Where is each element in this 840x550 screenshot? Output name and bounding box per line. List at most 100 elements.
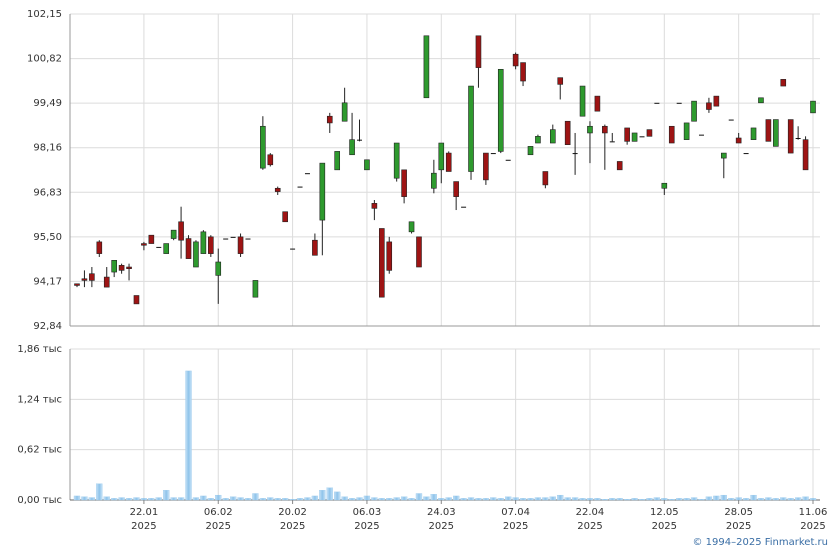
x-tick-label: 22.01 2025 — [130, 507, 159, 532]
volume-bar — [155, 497, 162, 501]
volume-bar — [683, 498, 690, 501]
y-tick-label: 100,82 — [27, 54, 62, 65]
volume-bar — [348, 498, 356, 501]
y-tick-label: 1,24 тыс — [17, 394, 62, 405]
volume-bar — [564, 497, 571, 501]
volume-bar — [757, 498, 765, 501]
volume-bar — [534, 497, 542, 501]
volume-bar — [631, 498, 638, 501]
volume-bar — [111, 498, 118, 501]
candle-body — [683, 122, 690, 140]
volume-bar — [646, 498, 653, 501]
candle-body — [215, 261, 222, 276]
volume-bar — [668, 499, 675, 501]
volume-bar — [200, 495, 207, 501]
y-tick-label: 102,15 — [27, 9, 62, 20]
candle-body — [698, 134, 704, 136]
volume-bar — [676, 498, 683, 501]
volume-bar — [170, 497, 177, 501]
volume-bar — [408, 498, 415, 501]
volume-bar — [467, 497, 475, 501]
candle-body — [609, 141, 615, 143]
candle-body — [497, 68, 504, 152]
candle-body — [230, 236, 236, 238]
candle-body — [512, 53, 519, 67]
volume-bar — [163, 490, 170, 501]
x-tick-label: 07.04 2025 — [501, 507, 530, 532]
volume-bar — [787, 498, 794, 501]
volume-bar — [415, 493, 423, 501]
volume-bar — [519, 498, 527, 501]
candle-body — [326, 115, 333, 124]
volume-bar — [750, 494, 757, 501]
candle-body — [245, 238, 251, 240]
volume-bar — [118, 497, 125, 501]
candle-body — [535, 136, 541, 144]
volume-bar — [497, 498, 504, 501]
volume-bar — [304, 497, 311, 501]
candle-body — [602, 125, 608, 134]
volume-bar — [609, 498, 616, 501]
candle-body — [163, 243, 170, 254]
candle-body — [334, 151, 341, 171]
volume-bar — [653, 497, 661, 501]
volume-bar — [512, 497, 519, 501]
volume-bar — [393, 497, 400, 501]
candle-body — [735, 137, 742, 144]
volume-bar — [177, 497, 185, 501]
volume-bar — [720, 494, 727, 501]
volume-bar — [705, 496, 713, 501]
volume-bar — [215, 494, 222, 501]
volume-bar — [453, 495, 460, 501]
candle-body — [118, 265, 125, 271]
x-tick-label: 28.05 2025 — [724, 507, 753, 532]
candle-body — [810, 100, 816, 114]
candle-body — [505, 159, 511, 161]
volume-bar — [222, 498, 229, 501]
volume-bar — [96, 483, 103, 501]
y-tick-label: 92,84 — [33, 321, 62, 332]
candle-body — [765, 119, 772, 142]
candle-body — [490, 153, 496, 155]
candle-body — [750, 127, 757, 140]
candle-body — [252, 280, 259, 298]
candle-body — [319, 162, 326, 221]
candle-body — [274, 187, 281, 192]
candle-body — [445, 152, 452, 172]
volume-bar — [148, 498, 155, 501]
volume-bar — [334, 491, 341, 501]
candle-body — [616, 161, 623, 171]
candle-body — [587, 125, 593, 134]
candle-body — [654, 102, 660, 104]
volume-bar — [386, 498, 393, 501]
y-tick-label: 1,86 тыс — [17, 344, 62, 355]
candle-body — [408, 221, 415, 233]
candle-body — [297, 186, 303, 188]
volume-bar — [780, 497, 787, 501]
candle-body — [178, 221, 184, 241]
candle-body — [483, 152, 489, 181]
candle-body — [728, 119, 734, 121]
volume-bar — [728, 498, 735, 501]
candle-body — [185, 238, 192, 259]
candle-body — [133, 295, 140, 305]
candle-body — [646, 129, 653, 137]
volume-bar — [735, 497, 742, 501]
x-tick-label: 06.03 2025 — [353, 507, 382, 532]
candle-body — [223, 238, 229, 240]
volume-bar — [103, 496, 110, 501]
candle-body — [773, 119, 779, 147]
volume-bar — [400, 496, 408, 501]
candle-body — [304, 173, 310, 175]
volume-bar — [638, 499, 646, 501]
y-tick-label: 94,17 — [33, 276, 62, 287]
x-tick-label: 12.05 2025 — [650, 507, 679, 532]
volume-bar — [794, 497, 802, 501]
volume-bar — [542, 497, 549, 501]
volume-bar — [430, 494, 437, 501]
volume-bar — [557, 494, 564, 501]
volume-bar — [192, 497, 200, 501]
candle-body — [795, 137, 801, 139]
volume-bar — [259, 498, 267, 501]
